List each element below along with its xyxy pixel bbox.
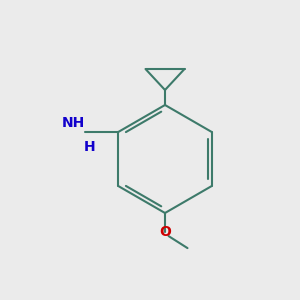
Text: O: O <box>159 226 171 239</box>
Text: H: H <box>84 140 96 154</box>
Text: NH: NH <box>62 116 85 130</box>
